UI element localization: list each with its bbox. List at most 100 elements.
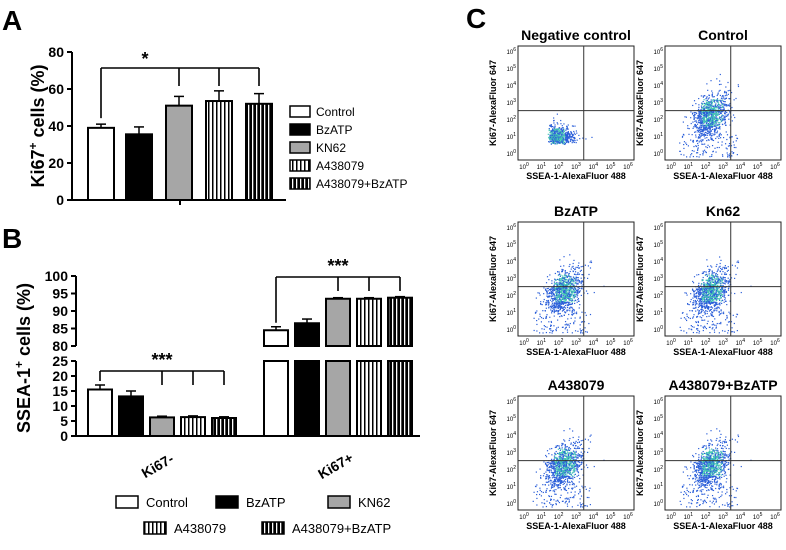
flow-plot-event	[566, 294, 569, 296]
flow-plot-event	[713, 105, 715, 107]
flow-plot-event	[705, 287, 707, 290]
flow-plot-event	[551, 129, 554, 132]
flow-plot-event	[551, 477, 554, 479]
flow-plot-event	[572, 465, 574, 468]
flow-plot-event	[555, 128, 557, 130]
flow-plot-event	[551, 282, 553, 284]
flow-plot-event	[712, 111, 715, 113]
flow-plot-event	[581, 311, 583, 313]
flow-plot-event	[717, 102, 720, 104]
flow-plot-event	[564, 450, 566, 453]
flow-plot-event	[724, 143, 727, 145]
flow-plot-event	[716, 295, 718, 297]
flow-plot-event	[570, 456, 572, 458]
flow-plot-event	[582, 487, 584, 489]
flow-plot-event	[572, 296, 574, 298]
flow-plot-event	[577, 439, 579, 441]
flow-plot-event	[573, 483, 575, 485]
flow-plot-event	[722, 115, 724, 117]
flow-plot-event	[697, 288, 699, 290]
flow-plot-event	[731, 327, 733, 329]
flow-plot-event	[556, 473, 559, 475]
flow-plot-event	[708, 112, 711, 114]
flow-plot-event	[704, 111, 706, 114]
flow-plot-event	[721, 295, 723, 297]
flow-plot-event	[707, 132, 709, 134]
flow-plot-event	[701, 296, 703, 299]
flow-plot-event	[554, 470, 556, 472]
flow-plot-event	[559, 468, 561, 470]
flow-plot-event	[557, 305, 560, 307]
flow-plot-event	[703, 121, 706, 123]
flow-plot-event	[713, 304, 715, 307]
flow-plot-event	[564, 328, 566, 330]
flow-plot-event	[728, 280, 730, 282]
flow-plot-event	[703, 107, 705, 109]
flow-plot-event	[713, 289, 715, 291]
flow-plot-event	[689, 317, 691, 320]
flow-plot-event	[560, 481, 562, 483]
flow-plot-event	[717, 276, 719, 278]
flow-plot-event	[560, 284, 562, 287]
flow-plot-event	[563, 282, 565, 285]
flow-plot-event	[555, 279, 557, 281]
flow-plot-event	[568, 469, 570, 471]
flow-plot-event	[572, 476, 574, 478]
flow-plot-event	[715, 272, 717, 275]
flow-plot-event	[556, 297, 559, 299]
flow-plot-event	[572, 478, 574, 480]
flow-plot-x-tick-label: 103	[718, 162, 728, 171]
flow-plot-y-tick-label: 103	[654, 98, 664, 107]
flow-plot-event	[550, 137, 552, 139]
flow-plot-event	[542, 332, 544, 334]
flow-plot-event	[703, 294, 705, 296]
flow-plot-event	[566, 140, 568, 142]
flow-plot-event	[560, 489, 562, 491]
flow-plot-event	[714, 283, 717, 285]
flow-plot-event	[561, 127, 563, 129]
flow-plot-event	[570, 284, 572, 286]
flow-plot-event	[714, 309, 716, 311]
flow-plot-event	[557, 291, 559, 293]
flow-plot-event	[564, 453, 566, 455]
flow-plot-event	[574, 461, 576, 463]
flow-plot-event	[536, 319, 538, 322]
flow-plot-event	[696, 331, 698, 334]
flow-plot-event	[550, 307, 552, 309]
flow-plot-event	[724, 116, 726, 118]
flow-plot-event	[706, 296, 708, 298]
flow-plot-event	[563, 287, 565, 289]
flow-plot-event	[703, 118, 705, 120]
flow-plot-event	[550, 136, 553, 138]
flow-plot-event	[585, 290, 588, 292]
flow-plot-event	[707, 139, 709, 141]
flow-plot-event	[554, 463, 556, 465]
flow-plot-event	[562, 473, 564, 476]
flow-plot-event	[564, 478, 566, 481]
flow-plot-event	[560, 128, 562, 131]
flow-plot-event	[729, 281, 731, 283]
flow-plot-event	[711, 104, 713, 107]
flow-plot-event	[564, 143, 566, 146]
flow-plot-event	[561, 298, 563, 300]
flow-plot-event	[708, 117, 710, 119]
flow-plot-event	[702, 309, 704, 311]
flow-plot-event	[567, 318, 569, 320]
flow-plot-event	[734, 116, 736, 119]
flow-plot-event	[576, 475, 578, 477]
flow-plot-event	[706, 106, 708, 108]
flow-plot-event	[724, 119, 726, 121]
flow-plot-event	[568, 481, 570, 483]
flow-plot-event	[698, 136, 700, 138]
flow-plot-event	[693, 326, 695, 328]
flow-plot-event	[568, 439, 570, 442]
flow-plot-event	[714, 305, 716, 307]
flow-plot-event	[567, 293, 569, 295]
flow-plot-event	[709, 131, 712, 133]
flow-plot-event	[716, 98, 719, 100]
flow-plot-event	[571, 314, 573, 316]
flow-plot-event	[558, 290, 560, 292]
flow-plot-event	[580, 468, 582, 471]
flow-plot-event	[715, 278, 718, 280]
flow-plot-event	[571, 464, 573, 466]
